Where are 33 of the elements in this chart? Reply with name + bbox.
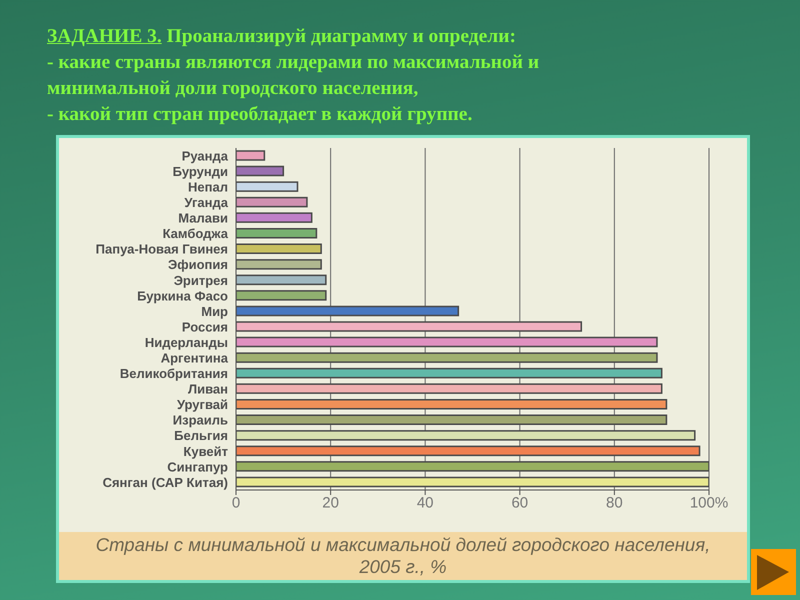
y-tick-label: Буркина Фасо xyxy=(137,288,228,304)
y-tick-label: Непал xyxy=(188,179,228,194)
y-tick-label: Нидерланды xyxy=(144,334,228,350)
y-tick-label: Аргентина xyxy=(160,350,229,366)
y-tick-label: Эритрея xyxy=(174,272,228,288)
y-tick-label: Мир xyxy=(201,304,228,319)
y-tick-label: Сянган (САР Китая) xyxy=(102,474,228,490)
text: - какие страны являются лидерами по максимальной и минимальной доли городского населения, xyxy=(47,52,540,99)
y-tick-label: Израиль xyxy=(172,412,228,428)
y-tick-label: Россия xyxy=(182,319,228,334)
text: - какой тип стран преобладает в каждой группе. xyxy=(47,104,472,125)
y-tick-label: Великобритания xyxy=(120,366,228,382)
x-tick-label: 100% xyxy=(690,494,728,512)
y-tick-label: Руанда xyxy=(182,148,229,164)
x-tick-label: 60 xyxy=(511,494,528,512)
text: ЗАДАНИЕ 3. xyxy=(47,26,162,47)
y-tick-label: Папуа-Новая Гвинея xyxy=(96,242,228,257)
y-tick-label: Эфиопия xyxy=(168,257,228,272)
x-tick-label: 20 xyxy=(322,494,339,512)
y-tick-label: Уганда xyxy=(184,195,229,210)
y-tick-label: Ливан xyxy=(188,382,228,397)
x-tick-label: 40 xyxy=(416,494,434,512)
y-tick-label: Бельгия xyxy=(174,428,228,444)
y-tick-label: Кувейт xyxy=(183,444,228,459)
x-tick-label: 80 xyxy=(606,494,623,512)
y-tick-label: Малави xyxy=(178,210,228,226)
y-tick-label: Камбоджа xyxy=(162,226,229,242)
y-tick-label: Сингапур xyxy=(167,459,228,474)
y-tick-label: Бурунди xyxy=(172,164,228,179)
text: Проанализируй диаграмму и определи: xyxy=(166,26,516,47)
text: Страны с минимальной и максимальной долей городского населения, 2005 г., % xyxy=(96,534,710,577)
x-tick-label: 0 xyxy=(232,494,240,512)
y-tick-label: Уругвай xyxy=(176,397,228,412)
